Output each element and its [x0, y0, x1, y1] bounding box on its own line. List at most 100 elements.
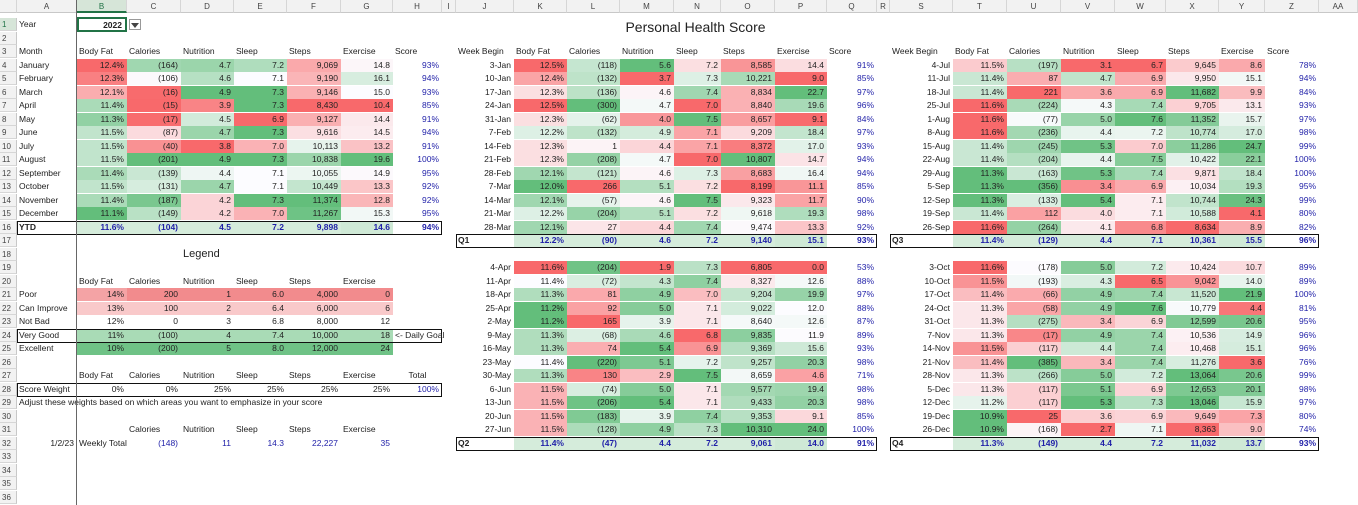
data-cell[interactable]: 7.1: [674, 396, 721, 409]
data-cell[interactable]: 11.3%: [514, 288, 567, 301]
data-cell[interactable]: 11.3%: [953, 301, 1007, 315]
data-cell[interactable]: 6.9: [1115, 85, 1166, 99]
legend-cell[interactable]: 0: [173, 316, 178, 326]
column-header-r[interactable]: R: [877, 0, 890, 13]
row-label[interactable]: 20-Jun: [485, 410, 511, 421]
data-cell[interactable]: 12.3%: [77, 72, 127, 85]
data-cell[interactable]: 100%: [852, 424, 874, 434]
data-cell[interactable]: 13.2: [341, 139, 393, 153]
data-cell[interactable]: 7.4: [1115, 355, 1166, 369]
data-cell[interactable]: 3.1: [1061, 58, 1115, 72]
data-cell[interactable]: 18.4: [775, 126, 827, 139]
row-header-2[interactable]: 2: [0, 31, 17, 45]
legend-cell[interactable]: 6.0: [234, 288, 287, 301]
data-cell[interactable]: 15.1: [1219, 72, 1265, 85]
row-header-25[interactable]: 25: [0, 342, 17, 355]
data-cell[interactable]: 85%: [856, 410, 874, 421]
data-cell[interactable]: 12.6: [775, 315, 827, 328]
total-cell[interactable]: 9,898: [287, 220, 341, 234]
data-cell[interactable]: 97%: [856, 127, 874, 137]
total-cell[interactable]: 9,140: [721, 234, 775, 247]
data-cell[interactable]: 4.3: [620, 274, 674, 288]
data-cell[interactable]: 12.1%: [514, 166, 567, 180]
data-cell[interactable]: 85%: [856, 73, 874, 83]
data-cell[interactable]: 11.5%: [953, 274, 1007, 288]
data-cell[interactable]: 3.4: [1061, 180, 1115, 193]
data-cell[interactable]: (206): [567, 396, 620, 409]
column-header-a[interactable]: A: [17, 0, 77, 13]
data-cell[interactable]: 8,363: [1166, 423, 1219, 436]
legend-cell[interactable]: 3: [226, 316, 231, 326]
row-header-27[interactable]: 27: [0, 369, 17, 382]
data-cell[interactable]: 95%: [1298, 181, 1316, 191]
data-cell[interactable]: 14.8: [341, 58, 393, 72]
data-cell[interactable]: 12,599: [1166, 315, 1219, 328]
data-cell[interactable]: (118): [567, 58, 620, 72]
row-header-14[interactable]: 14: [0, 193, 17, 207]
data-cell[interactable]: 7.1: [674, 126, 721, 139]
data-cell[interactable]: 89%: [1298, 262, 1316, 272]
data-cell[interactable]: 11,520: [1166, 288, 1219, 301]
row-header-9[interactable]: 9: [0, 126, 17, 139]
total-cell[interactable]: 7.1: [1115, 234, 1166, 247]
data-cell[interactable]: 93%: [421, 86, 439, 97]
data-cell[interactable]: 11.6%: [953, 261, 1007, 274]
total-cell[interactable]: 7.2: [674, 234, 721, 247]
row-header-8[interactable]: 8: [0, 112, 17, 126]
data-cell[interactable]: 17.0: [1219, 126, 1265, 139]
data-cell[interactable]: (264): [1007, 220, 1061, 234]
legend-cell[interactable]: 6: [341, 301, 393, 315]
data-cell[interactable]: 11.9: [775, 328, 827, 342]
data-cell[interactable]: 9.0: [1219, 423, 1265, 436]
data-cell[interactable]: 6.5: [1115, 274, 1166, 288]
data-cell[interactable]: (300): [567, 99, 620, 112]
data-cell[interactable]: 6.9: [1115, 409, 1166, 423]
total-cell[interactable]: 93%: [856, 235, 874, 245]
data-cell[interactable]: 7.0: [674, 153, 721, 166]
data-cell[interactable]: 7.6: [1115, 301, 1166, 315]
data-cell[interactable]: 7.2: [1115, 126, 1166, 139]
data-cell[interactable]: 14.0: [1219, 274, 1265, 288]
data-cell[interactable]: 12.1%: [514, 193, 567, 207]
row-label[interactable]: 28-Mar: [484, 221, 511, 232]
data-cell[interactable]: 266: [567, 180, 620, 193]
data-cell[interactable]: 9,069: [287, 58, 341, 72]
data-cell[interactable]: 84%: [1298, 86, 1316, 97]
total-cell[interactable]: 4.4: [620, 436, 674, 450]
row-header-21[interactable]: 21: [0, 288, 17, 301]
data-cell[interactable]: 11.6%: [953, 220, 1007, 234]
data-cell[interactable]: 91%: [421, 113, 439, 124]
data-cell[interactable]: 93%: [856, 343, 874, 353]
data-cell[interactable]: 7.2: [674, 180, 721, 193]
data-cell[interactable]: 12.5%: [514, 99, 567, 112]
data-cell[interactable]: 53%: [856, 262, 874, 272]
legend-cell[interactable]: 1: [181, 288, 234, 301]
data-cell[interactable]: 12.6: [775, 274, 827, 288]
data-cell[interactable]: 20.3: [775, 396, 827, 409]
row-label[interactable]: 12-Sep: [922, 194, 950, 205]
data-cell[interactable]: 14.7: [775, 153, 827, 166]
data-cell[interactable]: 3.6: [1219, 355, 1265, 369]
data-cell[interactable]: 11.3%: [953, 315, 1007, 328]
row-label[interactable]: March: [19, 86, 43, 97]
data-cell[interactable]: 99%: [1298, 370, 1316, 380]
weekly-total-cell[interactable]: 11: [222, 437, 231, 448]
legend-cell[interactable]: 18: [341, 328, 393, 342]
row-header-15[interactable]: 15: [0, 207, 17, 220]
data-cell[interactable]: 4.4: [1061, 153, 1115, 166]
data-cell[interactable]: 11.5%: [77, 126, 127, 139]
data-cell[interactable]: 165: [567, 315, 620, 328]
data-cell[interactable]: 4.4: [1219, 301, 1265, 315]
data-cell[interactable]: 13.1: [1219, 99, 1265, 112]
column-header-i[interactable]: I: [442, 0, 456, 13]
row-label[interactable]: January: [19, 59, 50, 70]
data-cell[interactable]: 12.2%: [514, 126, 567, 139]
data-cell[interactable]: (183): [567, 409, 620, 423]
column-header-m[interactable]: M: [620, 0, 674, 13]
data-cell[interactable]: 17.0: [775, 139, 827, 153]
column-header-g[interactable]: G: [341, 0, 393, 13]
data-cell[interactable]: 11.4%: [953, 139, 1007, 153]
data-cell[interactable]: 15.3: [341, 207, 393, 220]
column-header-j[interactable]: J: [456, 0, 514, 13]
data-cell[interactable]: 4.4: [181, 166, 234, 180]
